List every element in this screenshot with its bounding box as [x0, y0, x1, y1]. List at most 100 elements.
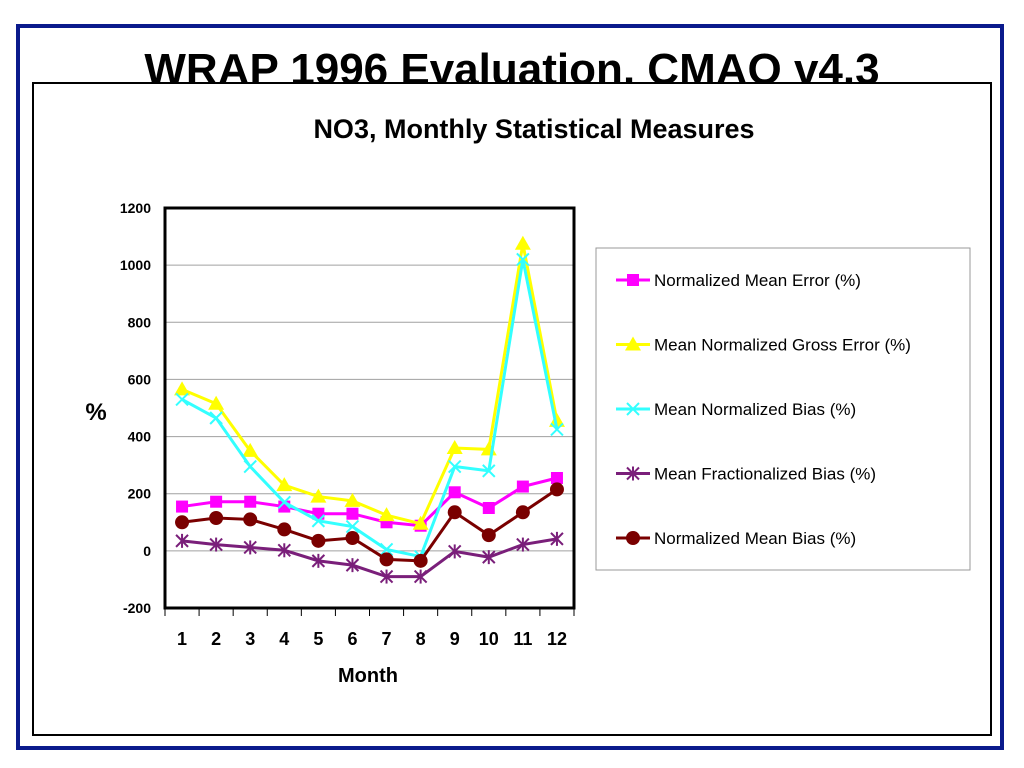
data-point	[276, 477, 293, 492]
data-point	[516, 480, 529, 493]
data-point	[482, 550, 496, 565]
data-point	[174, 381, 191, 396]
y-tick-label: 200	[128, 486, 152, 502]
data-point	[243, 512, 258, 527]
data-point	[448, 459, 462, 474]
legend-label: Normalized Mean Error (%)	[654, 271, 861, 290]
legend-entry-1: Normalized Mean Error (%)	[616, 271, 861, 290]
series-5	[175, 482, 564, 568]
data-point	[379, 552, 394, 567]
data-point	[176, 500, 189, 513]
x-tick-label: 9	[450, 629, 460, 649]
data-point	[175, 392, 189, 407]
x-tick-label: 10	[479, 629, 499, 649]
x-tick-label: 12	[547, 629, 567, 649]
data-point	[277, 495, 291, 509]
data-point	[550, 531, 564, 546]
chart-title: NO3, Monthly Statistical Measures	[313, 114, 754, 144]
x-tick-label: 4	[279, 629, 289, 649]
data-point	[310, 488, 327, 503]
series-line	[181, 537, 558, 579]
data-point	[345, 558, 360, 573]
data-point	[549, 482, 564, 497]
data-point	[345, 531, 360, 545]
data-point	[413, 569, 428, 584]
data-point	[175, 533, 189, 548]
data-point	[344, 492, 361, 507]
x-tick-label: 5	[313, 629, 323, 649]
legend	[595, 247, 971, 571]
data-point	[311, 553, 326, 568]
legend-label: Mean Normalized Gross Error (%)	[654, 336, 911, 355]
data-point	[209, 511, 224, 525]
x-tick-label: 7	[382, 629, 392, 649]
y-tick-label: 600	[128, 371, 152, 387]
data-point	[550, 472, 563, 484]
chart-svg: NO3, Monthly Statistical Measures -200 0 2…	[85, 114, 971, 687]
x-tick-label: 11	[513, 629, 532, 649]
data-point	[277, 543, 291, 558]
data-point	[209, 411, 223, 425]
x-tick-label: 1	[177, 629, 187, 649]
data-point	[514, 235, 531, 250]
data-point	[311, 514, 326, 528]
x-tick-label: 8	[416, 629, 426, 649]
series-2	[174, 235, 565, 530]
legend-marker	[627, 274, 639, 286]
legend-label: Normalized Mean Bias (%)	[654, 529, 856, 548]
data-point	[209, 537, 223, 552]
data-point	[242, 442, 259, 457]
data-point	[210, 495, 223, 508]
series-4	[175, 531, 564, 584]
legend-label: Mean Fractionalized Bias (%)	[654, 465, 876, 484]
data-point	[515, 505, 530, 520]
data-point	[482, 502, 495, 514]
data-point	[278, 500, 291, 513]
legend-label: Mean Normalized Bias (%)	[654, 400, 856, 419]
y-tick-label: 800	[128, 314, 152, 330]
chart-area: NO3, Monthly Statistical Measures -200 0 2…	[32, 82, 992, 736]
legend-marker	[626, 466, 640, 481]
data-point	[346, 507, 359, 520]
series-line	[181, 259, 559, 559]
data-point	[481, 528, 496, 543]
data-point	[447, 505, 462, 520]
x-tick-label: 2	[211, 629, 221, 649]
x-tick-label: 3	[245, 629, 255, 649]
data-point	[244, 495, 257, 508]
legend-entry-4: Mean Fractionalized Bias (%)	[616, 465, 876, 484]
y-axis-label: %	[85, 399, 106, 426]
series-3	[175, 252, 564, 564]
data-point	[516, 252, 530, 267]
y-tick-label: 400	[128, 429, 152, 445]
y-tick-label: 1200	[120, 200, 151, 216]
y-tick-label: -200	[123, 600, 151, 616]
legend-marker	[626, 531, 640, 545]
data-point	[345, 519, 360, 534]
y-tick-label: 1000	[120, 257, 151, 273]
data-point	[550, 422, 564, 437]
data-point	[482, 464, 496, 478]
data-point	[548, 412, 565, 427]
data-point	[448, 486, 461, 499]
data-point	[516, 537, 530, 552]
data-point	[412, 515, 429, 530]
data-point	[448, 544, 462, 559]
legend-entry-3: Mean Normalized Bias (%)	[616, 400, 856, 419]
data-point	[277, 522, 292, 537]
data-point	[243, 459, 257, 474]
data-point	[175, 515, 190, 530]
data-point	[379, 569, 394, 584]
x-axis-label: Month	[338, 665, 398, 687]
data-point	[379, 542, 394, 557]
legend-entry-5: Normalized Mean Bias (%)	[616, 529, 856, 548]
data-point	[413, 553, 428, 568]
legend-marker	[625, 336, 641, 351]
x-tick-label: 6	[347, 629, 357, 649]
data-point	[311, 533, 326, 548]
data-point	[378, 507, 395, 522]
series-line	[181, 243, 559, 526]
data-point	[243, 540, 257, 555]
legend-marker	[626, 402, 640, 416]
data-point	[208, 395, 225, 410]
